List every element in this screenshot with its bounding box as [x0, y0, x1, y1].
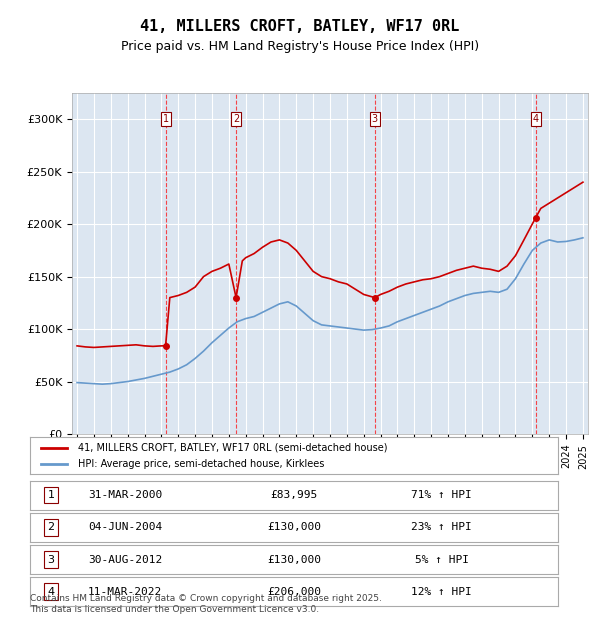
Text: HPI: Average price, semi-detached house, Kirklees: HPI: Average price, semi-detached house,… [77, 459, 324, 469]
Text: 12% ↑ HPI: 12% ↑ HPI [412, 587, 472, 597]
Text: 1: 1 [47, 490, 55, 500]
Text: 41, MILLERS CROFT, BATLEY, WF17 0RL (semi-detached house): 41, MILLERS CROFT, BATLEY, WF17 0RL (sem… [77, 443, 387, 453]
Text: £206,000: £206,000 [267, 587, 321, 597]
Text: 41, MILLERS CROFT, BATLEY, WF17 0RL: 41, MILLERS CROFT, BATLEY, WF17 0RL [140, 19, 460, 33]
Text: Price paid vs. HM Land Registry's House Price Index (HPI): Price paid vs. HM Land Registry's House … [121, 40, 479, 53]
Text: 2: 2 [233, 114, 239, 124]
Text: Contains HM Land Registry data © Crown copyright and database right 2025.
This d: Contains HM Land Registry data © Crown c… [30, 595, 382, 614]
Text: £130,000: £130,000 [267, 522, 321, 533]
Text: 04-JUN-2004: 04-JUN-2004 [88, 522, 162, 533]
Text: 4: 4 [47, 587, 55, 597]
Text: 4: 4 [532, 114, 539, 124]
Text: £83,995: £83,995 [271, 490, 317, 500]
Text: 30-AUG-2012: 30-AUG-2012 [88, 554, 162, 565]
Text: 2: 2 [47, 522, 55, 533]
Text: 11-MAR-2022: 11-MAR-2022 [88, 587, 162, 597]
Text: 31-MAR-2000: 31-MAR-2000 [88, 490, 162, 500]
Text: 1: 1 [163, 114, 169, 124]
Text: 5% ↑ HPI: 5% ↑ HPI [415, 554, 469, 565]
Text: 3: 3 [372, 114, 378, 124]
Text: 71% ↑ HPI: 71% ↑ HPI [412, 490, 472, 500]
Text: 3: 3 [47, 554, 55, 565]
Text: £130,000: £130,000 [267, 554, 321, 565]
Text: 23% ↑ HPI: 23% ↑ HPI [412, 522, 472, 533]
